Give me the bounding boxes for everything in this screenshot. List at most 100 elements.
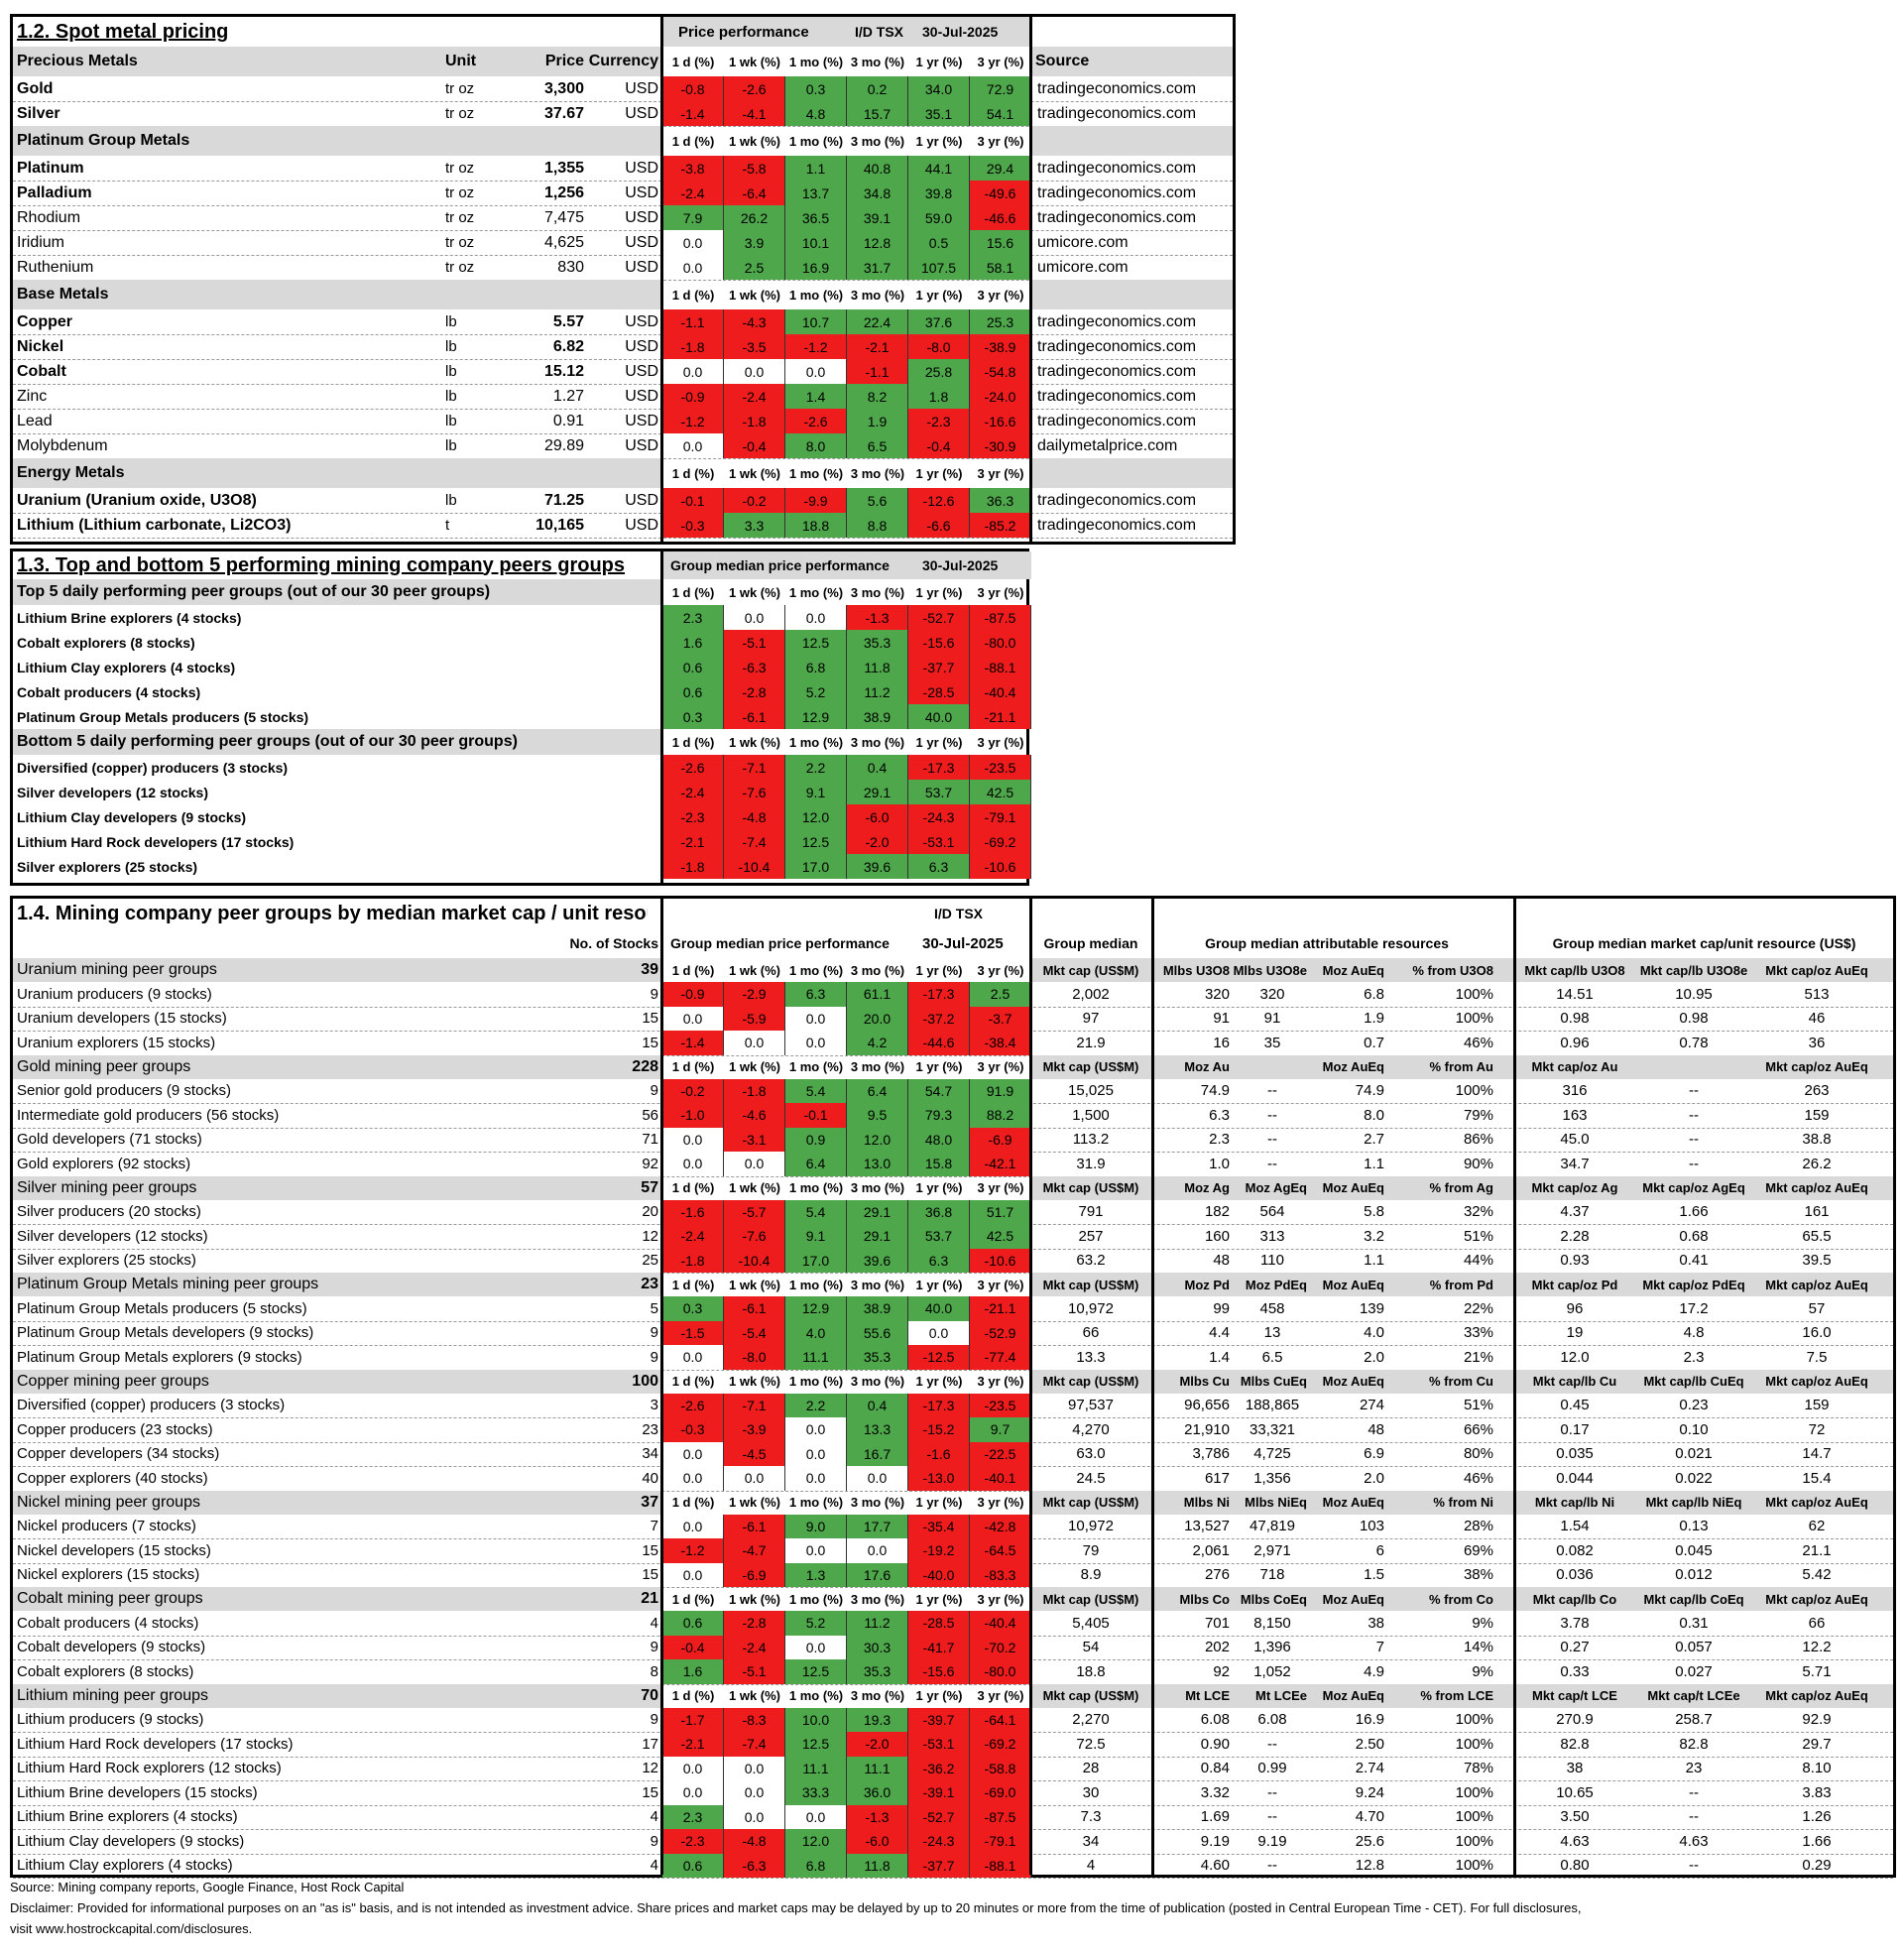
unit-resource-value: 7.5: [1806, 1348, 1828, 1366]
perf-cell: 17.0: [785, 854, 847, 879]
source-header-band: [1031, 280, 1233, 309]
perf-cell: 17.0: [785, 1248, 847, 1273]
market-cap: 13.3: [1076, 1348, 1106, 1366]
perf-cell: -13.0: [908, 1466, 970, 1491]
currency: USD: [625, 79, 658, 97]
perf-cell: 53.7: [908, 780, 970, 804]
peer-group-row: Lithium Hard Rock developers (17 stocks)…: [13, 829, 1031, 854]
unit: lb: [445, 363, 457, 380]
currency: USD: [625, 436, 658, 454]
peer-group-name: Cobalt explorers (8 stocks): [17, 1662, 194, 1680]
perf-col-header: 3 mo (%): [850, 54, 905, 69]
perf-cell: 35.1: [908, 101, 970, 126]
metal-name: Palladium: [17, 183, 92, 201]
perf-col-header: 1 yr (%): [915, 287, 963, 303]
resource-header: % from Pd: [1429, 1277, 1493, 1292]
stock-count: 9: [650, 1711, 658, 1729]
market-cap: 15,025: [1068, 1082, 1114, 1100]
resource-value: 202: [1204, 1639, 1230, 1656]
stock-count: 40: [642, 1469, 658, 1487]
section-title: 1.2. Spot metal pricing: [17, 20, 229, 43]
group-name: Uranium mining peer groups: [17, 961, 217, 978]
resource-value: 139: [1359, 1299, 1384, 1317]
stock-count: 12: [642, 1760, 658, 1777]
unit-resource-value: 36: [1808, 1034, 1826, 1051]
section-title-row: 1.4. Mining company peer groups by media…: [13, 899, 1893, 928]
perf-cell: -88.1: [970, 1853, 1031, 1878]
perf-cell: 11.8: [847, 655, 908, 679]
currency: USD: [625, 412, 658, 429]
resource-value: 2.74: [1355, 1760, 1384, 1777]
perf-cell: -8.3: [724, 1707, 785, 1732]
perf-cell: 0.0: [662, 1006, 724, 1031]
perf-cell: 59.0: [908, 205, 970, 230]
perf-cell: 0.3: [785, 76, 847, 101]
resource-value: 6.8: [1364, 985, 1384, 1003]
market-cap: 10,972: [1068, 1299, 1114, 1317]
resource-value: 160: [1204, 1227, 1230, 1245]
resource-value: 9.19: [1257, 1832, 1287, 1850]
unit-resource-value: 72: [1808, 1420, 1826, 1438]
peer-group-row: Nickel producers (7 stocks) 7 0.0 -6.1 9.0 17…: [13, 1514, 1893, 1539]
perf-cell: -1.4: [662, 1031, 724, 1055]
perf-cell: 0.0: [662, 1780, 724, 1805]
currency: USD: [625, 337, 658, 355]
perf-col-header: 3 mo (%): [850, 1277, 905, 1292]
peer-group-row: Senior gold producers (9 stocks) 9 -0.2 -1.…: [13, 1078, 1893, 1104]
resource-value: 188,865: [1245, 1397, 1300, 1414]
group-header-row: Copper mining peer groups 100 1 d (%) 1 wk …: [13, 1369, 1893, 1394]
resource-value: 4.9: [1364, 1662, 1384, 1680]
perf-cell: 1.1: [785, 156, 847, 181]
resource-value: 21,910: [1184, 1420, 1230, 1438]
unit-resource-title: Group median market cap/unit resource (U…: [1552, 935, 1856, 951]
group-median-perf-label: Group median price performance: [670, 935, 890, 951]
perf-cell: 17.6: [847, 1562, 908, 1587]
peer-group-name: Copper developers (34 stocks): [17, 1445, 220, 1463]
peer-group-row: Platinum Group Metals developers (9 stoc…: [13, 1320, 1893, 1346]
perf-cell: 29.1: [847, 780, 908, 804]
source: dailymetalprice.com: [1037, 436, 1178, 454]
source-header-band: [1031, 47, 1233, 76]
perf-cell: -2.8: [724, 1611, 785, 1636]
perf-cell: 6.8: [785, 655, 847, 679]
perf-cell: 0.0: [724, 1756, 785, 1780]
perf-cell: -46.6: [970, 205, 1031, 230]
peer-group-row: Platinum Group Metals explorers (9 stock…: [13, 1345, 1893, 1371]
section-title: 1.4. Mining company peer groups by media…: [17, 902, 648, 924]
unit-resource-header: Mkt cap/oz PdEq: [1642, 1277, 1745, 1292]
perf-cell: -0.9: [662, 384, 724, 409]
perf-cell: 0.0: [662, 433, 724, 458]
group-header-row: Bottom 5 daily performing peer groups (o…: [13, 729, 1026, 755]
perf-cell: 0.0: [785, 1417, 847, 1442]
group-name: Bottom 5 daily performing peer groups (o…: [13, 729, 662, 755]
perf-cell: 44.1: [908, 156, 970, 181]
perf-cell: 0.2: [847, 76, 908, 101]
resource-header: Moz PdEq: [1245, 1277, 1307, 1292]
unit: lb: [445, 413, 457, 429]
perf-cell: 1.8: [908, 384, 970, 409]
unit-resource-value: 65.5: [1802, 1227, 1832, 1245]
perf-col-header: 1 mo (%): [788, 1591, 844, 1607]
stock-count: 92: [642, 1155, 658, 1172]
section-title-row: 1.3. Top and bottom 5 performing mining …: [13, 551, 1031, 579]
market-cap: 7.3: [1080, 1808, 1102, 1826]
perf-cell: -7.4: [724, 1732, 785, 1757]
peer-group-row: Lithium Clay explorers (4 stocks) 4 0.6 -6.…: [13, 1853, 1893, 1879]
resource-header: % from Ni: [1433, 1495, 1493, 1510]
unit-resource-value: 8.10: [1802, 1760, 1832, 1777]
perf-col-header: 1 wk (%): [728, 1591, 780, 1607]
resource-header: Moz AgEq: [1245, 1180, 1307, 1195]
peer-group-name: Platinum Group Metals developers (9 stoc…: [17, 1324, 314, 1342]
perf-cell: 12.5: [785, 1659, 847, 1684]
group-header-band: [13, 1054, 662, 1079]
source-header-band: [1031, 458, 1233, 488]
peer-group-row: Lithium Brine explorers (4 stocks) 2.3 0.0…: [13, 605, 1031, 630]
unit: lb: [445, 313, 457, 330]
resource-value: 33,321: [1250, 1420, 1295, 1438]
peer-group-row: Copper producers (23 stocks) 23 -0.3 -3.9 0.…: [13, 1417, 1893, 1443]
peer-group-name: Diversified (copper) producers (3 stocks…: [17, 759, 289, 776]
perf-cell: 35.3: [847, 630, 908, 655]
stock-count: 9: [650, 1082, 658, 1100]
source-note: Source: Mining company reports, Google F…: [10, 1880, 405, 1894]
resource-value: 33%: [1463, 1324, 1493, 1342]
